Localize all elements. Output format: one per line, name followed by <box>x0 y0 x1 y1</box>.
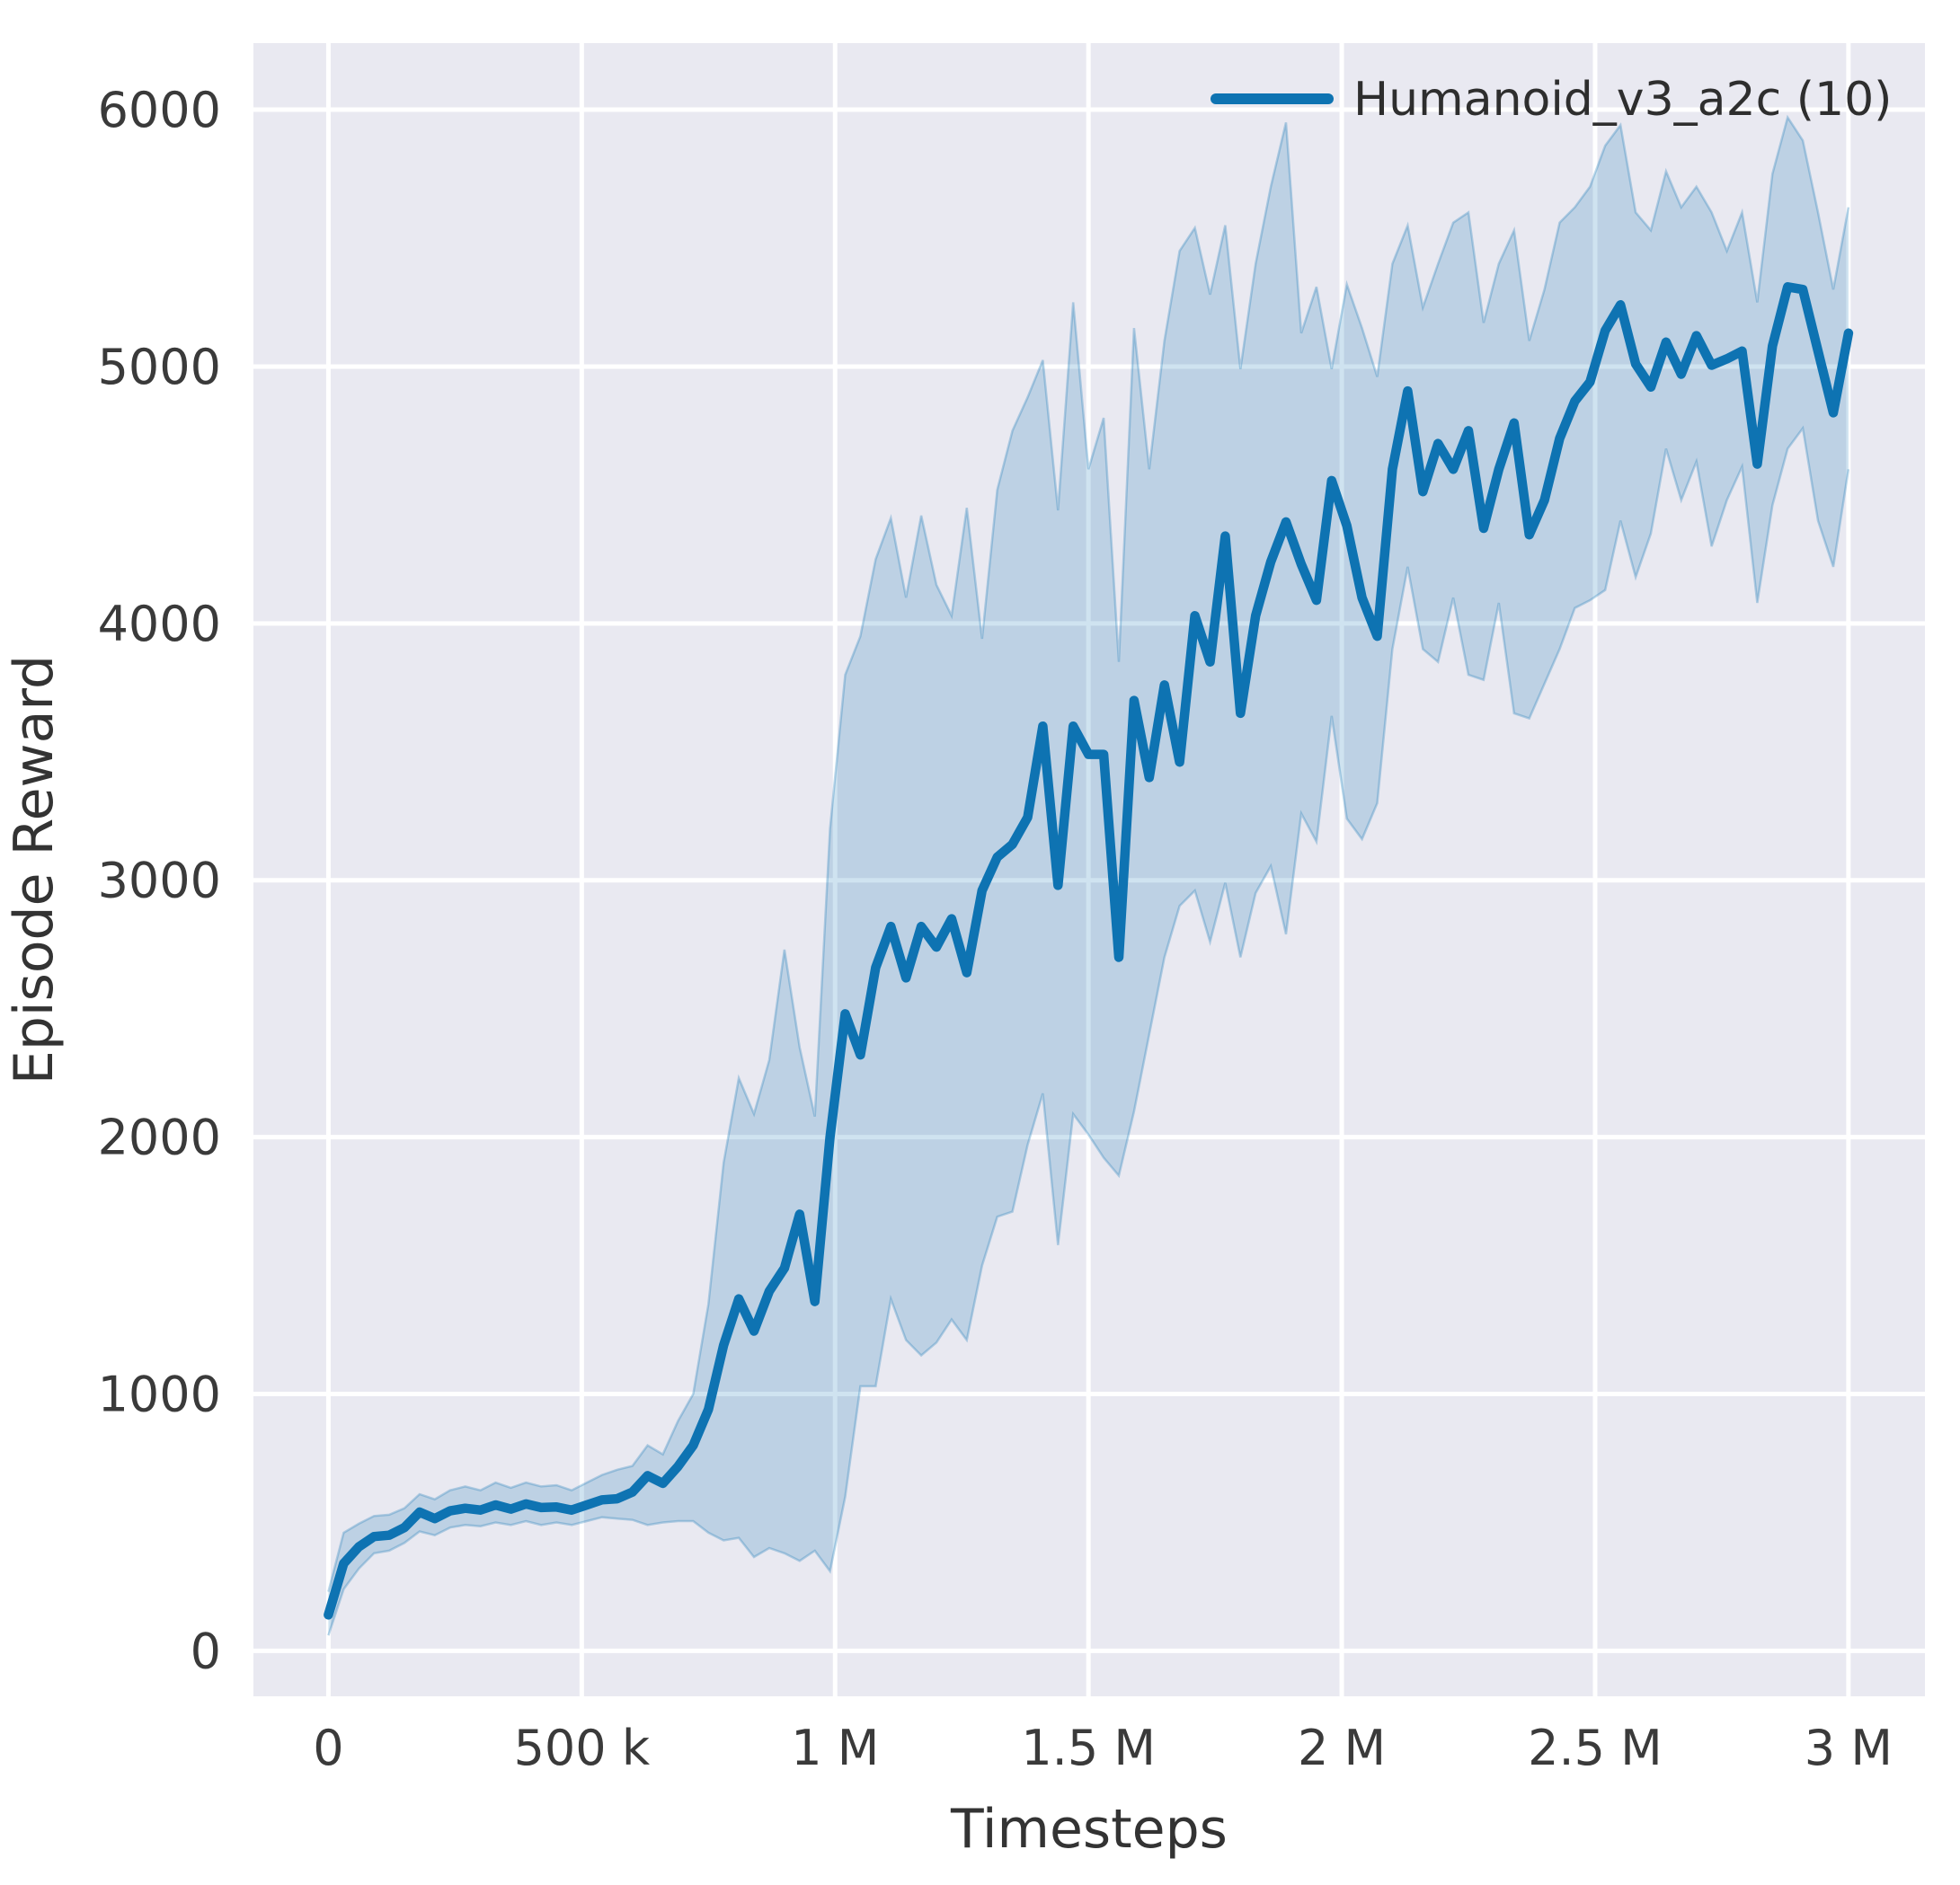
y-tick-label: 2000 <box>98 1110 221 1166</box>
tick-labels: 0 500 k 1 M 1.5 M 2 M 2.5 M 3 M 0 1000 2000 3000 40… <box>98 82 1893 1776</box>
x-tick-label: 1 M <box>791 1720 879 1776</box>
y-tick-label: 0 <box>191 1623 221 1679</box>
confidence-band-upper-edge <box>327 114 1850 1592</box>
y-tick-label: 5000 <box>98 339 221 395</box>
x-tick-label: 2.5 M <box>1528 1720 1663 1776</box>
x-tick-label: 3 M <box>1805 1720 1893 1776</box>
x-tick-label: 0 <box>313 1720 343 1776</box>
y-tick-label: 1000 <box>98 1367 221 1423</box>
x-tick-label: 1.5 M <box>1021 1720 1156 1776</box>
legend: Humanoid_v3_a2c (10) <box>1211 73 1892 127</box>
plot-area <box>253 43 1925 1696</box>
y-tick-label: 4000 <box>98 596 221 652</box>
y-axis-label: Episode Reward <box>3 655 66 1084</box>
y-tick-label: 6000 <box>98 82 221 138</box>
confidence-band-lower-edge <box>327 425 1850 1636</box>
x-axis-label: Timesteps <box>950 1798 1228 1861</box>
series-line <box>324 282 1854 1620</box>
x-tick-label: 500 k <box>514 1720 651 1776</box>
y-tick-label: 3000 <box>98 853 221 909</box>
confidence-band <box>328 117 1849 1636</box>
x-tick-label: 2 M <box>1298 1720 1386 1776</box>
legend-label: Humanoid_v3_a2c (10) <box>1353 73 1892 127</box>
